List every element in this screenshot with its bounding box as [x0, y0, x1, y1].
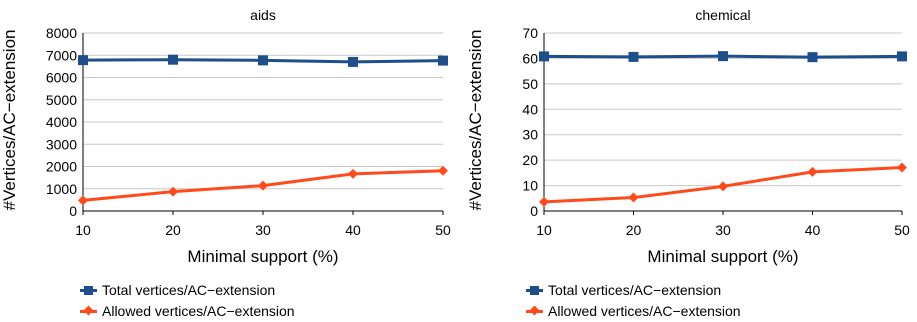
- square-marker-icon: [84, 286, 93, 295]
- y-tick-label: 6000: [46, 70, 77, 86]
- x-tick-label: 40: [805, 222, 821, 238]
- y-tick-label: 20: [522, 152, 538, 168]
- chart-panel-chemical: #Vertices/AC−extension chemical 0 10 20 30 40…: [466, 0, 917, 322]
- data-point-allowed: [168, 186, 178, 197]
- y-tick-label: 4000: [46, 114, 77, 130]
- data-point-allowed: [438, 165, 448, 176]
- legend-label-allowed: Allowed vertices/AC−extension: [548, 303, 741, 319]
- diamond-marker-icon: [83, 305, 94, 316]
- y-tick-label: 5000: [46, 92, 77, 108]
- data-point-allowed: [628, 192, 639, 203]
- data-point-allowed: [718, 181, 728, 192]
- x-tick-label: 40: [345, 222, 361, 238]
- y-tick-label: 0: [530, 203, 538, 219]
- data-point-total: [168, 54, 178, 65]
- data-point-allowed: [897, 162, 907, 173]
- data-point-allowed: [78, 195, 88, 206]
- y-tick-label: 50: [522, 76, 538, 92]
- data-point-total: [897, 51, 907, 62]
- diamond-marker-icon: [529, 305, 540, 316]
- data-point-total: [539, 51, 549, 62]
- chart-aids: aids 0 1000 2000 3000 4000 5000 6000 7000 8000 10 2…: [46, 7, 451, 266]
- y-tick-label: 10: [522, 178, 538, 194]
- data-point-total: [348, 56, 358, 67]
- x-tick-label: 50: [894, 222, 910, 238]
- data-point-total: [258, 55, 268, 66]
- legend-label-total: Total vertices/AC−extension: [548, 282, 722, 298]
- y-tick-label: 0: [69, 203, 77, 219]
- x-axis-label: Minimal support (%): [647, 247, 798, 266]
- y-tick-label: 3000: [46, 136, 77, 152]
- y-tick-label: 60: [522, 50, 538, 66]
- data-point-total: [718, 51, 728, 62]
- data-point-total: [628, 51, 639, 62]
- y-tick-label: 2000: [46, 159, 77, 175]
- chart-title: chemical: [695, 7, 750, 23]
- x-tick-label: 50: [435, 222, 451, 238]
- data-point-allowed: [258, 180, 268, 191]
- data-point-allowed: [348, 168, 358, 179]
- x-axis-label: Minimal support (%): [187, 247, 338, 266]
- chart-title: aids: [250, 7, 276, 23]
- data-point-total: [78, 55, 88, 66]
- chart-chemical: chemical 0 10 20 30 40 50 60 70 10 20 30 40 50 Minimal…: [522, 7, 910, 266]
- x-tick-label: 30: [255, 222, 271, 238]
- chart-panel-aids: #Vertices/AC−extension aids 0 1000 2000 3000…: [0, 0, 458, 322]
- x-tick-label: 20: [165, 222, 181, 238]
- x-tick-label: 10: [75, 222, 91, 238]
- y-tick-label: 1000: [46, 181, 77, 197]
- x-tick-label: 30: [715, 222, 731, 238]
- y-tick-label: 70: [522, 25, 538, 41]
- x-tick-label: 20: [626, 222, 642, 238]
- y-tick-label: 8000: [46, 25, 77, 41]
- y-tick-label: 40: [522, 101, 538, 117]
- square-marker-icon: [530, 286, 539, 295]
- legend-label-total: Total vertices/AC−extension: [102, 282, 276, 298]
- x-tick-label: 10: [536, 222, 552, 238]
- y-tick-label: 7000: [46, 47, 77, 63]
- legend-label-allowed: Allowed vertices/AC−extension: [102, 303, 295, 319]
- data-point-allowed: [539, 196, 549, 207]
- data-point-total: [807, 52, 818, 63]
- data-point-allowed: [807, 166, 818, 177]
- y-tick-label: 30: [522, 127, 538, 143]
- data-point-total: [438, 55, 448, 66]
